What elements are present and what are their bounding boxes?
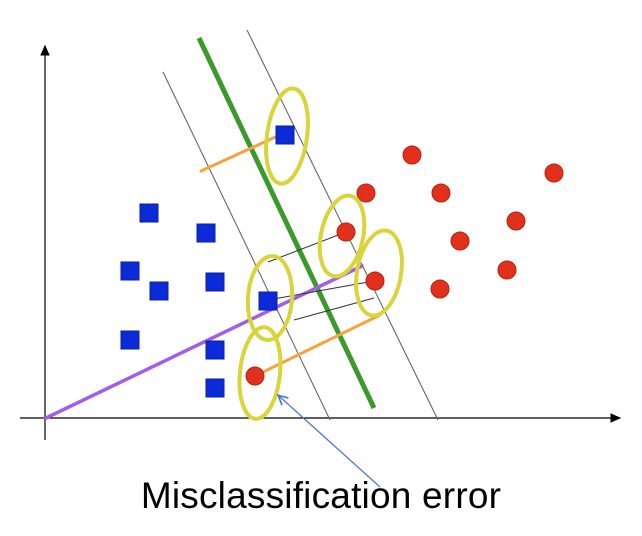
square-point [139,203,159,223]
support-vector-highlight [354,228,404,318]
misclassification-line [44,264,364,420]
circle-point [544,163,564,183]
decision-boundary-line [196,36,377,410]
square-point [196,223,216,243]
square-point [205,378,225,398]
annotation-arrow [279,396,381,488]
circle-point [402,145,422,165]
square-point [205,340,225,360]
square-point [275,125,295,145]
distance-line [253,313,382,378]
square-point [149,281,169,301]
circle-point [497,260,517,280]
support-vector-highlight [317,193,367,279]
circle-point [431,183,451,203]
square-point [205,272,225,292]
circle-point [336,222,356,242]
distance-lines [199,132,382,378]
circle-point [450,231,470,251]
misclassification-caption: Misclassification error [140,475,502,516]
circle-point [245,366,265,386]
circle-point [430,279,450,299]
class-square-points [120,125,295,398]
distance-line [199,132,284,173]
support-vector-highlight [237,325,283,421]
circle-point [365,271,385,291]
margin-line-left [162,71,331,421]
circle-point [356,183,376,203]
circle-point [506,211,526,231]
square-point [120,330,140,350]
connector-line [267,231,347,263]
square-point [120,261,140,281]
square-point [258,291,278,311]
axes [20,44,622,440]
support-vector-highlight [245,254,295,342]
support-vector-highlights [237,86,404,421]
class-circle-points [245,145,564,386]
support-vector-highlight [264,86,310,186]
